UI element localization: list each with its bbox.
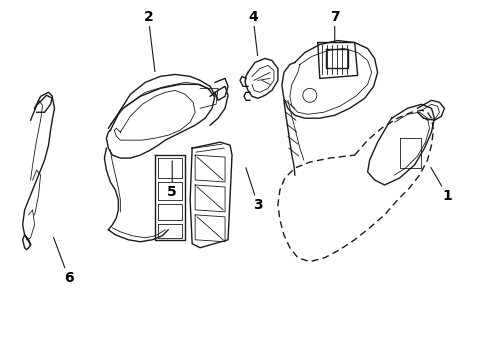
Text: 6: 6 — [53, 237, 74, 285]
Text: 2: 2 — [144, 10, 155, 72]
Text: 1: 1 — [431, 167, 452, 203]
Text: 3: 3 — [246, 168, 263, 212]
Text: 4: 4 — [248, 10, 258, 56]
Text: 7: 7 — [330, 10, 340, 42]
Text: 5: 5 — [167, 161, 177, 199]
